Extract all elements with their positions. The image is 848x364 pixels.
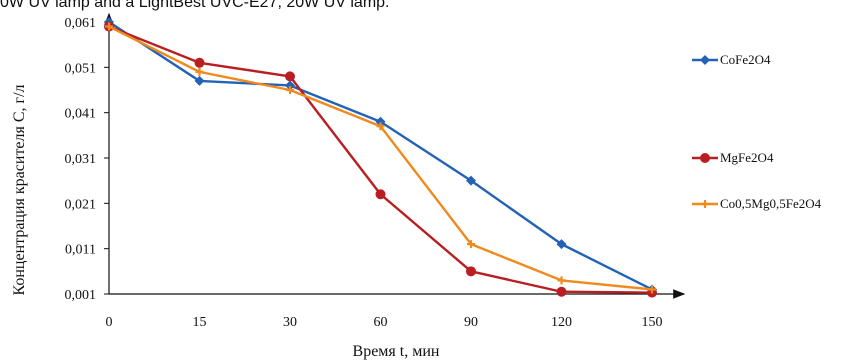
figure-caption: 0W UV lamp and a LightBest UVC-E27, 20W …: [0, 0, 390, 11]
legend-entry: CoFe2O4: [692, 52, 771, 67]
y-tick-label: 0,011: [65, 243, 96, 258]
legend-entry: Co0,5Mg0,5Fe2O4: [692, 196, 822, 211]
legend-label: CoFe2O4: [720, 52, 771, 67]
x-tick-label: 90: [464, 315, 478, 330]
y-tick-label: 0,041: [65, 107, 97, 122]
series-line: [108, 25, 653, 291]
series-line: [108, 20, 653, 291]
x-tick-label: 120: [551, 315, 572, 330]
y-tick-label: 0,031: [65, 152, 97, 167]
data-point: [466, 266, 476, 277]
data-point: [285, 80, 295, 91]
data-point: [648, 285, 656, 294]
data-point: [467, 240, 475, 249]
data-point: [556, 239, 567, 250]
x-tick-label: 60: [374, 315, 388, 330]
data-point: [701, 200, 709, 208]
x-tick-label: 150: [642, 315, 663, 330]
series-Co0,5Mg0,5Fe2O4: [105, 22, 656, 294]
data-point: [376, 122, 385, 131]
data-point: [285, 71, 295, 82]
data-point: [700, 153, 710, 163]
data-point: [194, 75, 205, 86]
data-point: [557, 276, 566, 285]
data-point: [556, 286, 567, 297]
x-tick-labels: 0 15 30 60 90 120 150: [106, 315, 663, 330]
x-tick-label: 15: [193, 315, 207, 330]
legend-entry: MgFe2O4: [692, 150, 774, 165]
y-tick-labels: 0,001 0,011 0,021 0,031 0,041 0,051 0,061: [65, 16, 109, 303]
data-point: [466, 175, 476, 186]
legend-label: MgFe2O4: [720, 150, 774, 165]
y-tick-label: 0,001: [65, 288, 97, 303]
legend: CoFe2O4 MgFe2O4 Co0,5Mg0,5Fe2O4: [692, 52, 822, 211]
data-point: [195, 67, 204, 76]
y-tick-label: 0,021: [65, 197, 97, 212]
y-tick-label: 0,051: [65, 61, 97, 76]
data-point: [105, 22, 113, 31]
legend-label: Co0,5Mg0,5Fe2O4: [720, 196, 822, 211]
data-point: [700, 55, 710, 65]
data-point: [375, 189, 386, 200]
data-point: [286, 86, 294, 94]
series-MgFe2O4: [104, 21, 657, 298]
x-tick-label: 0: [106, 315, 113, 330]
x-tick-label: 30: [283, 315, 297, 330]
data-point: [194, 57, 205, 68]
x-axis-label: Время t, мин: [353, 343, 440, 360]
y-axis-label: Концентрация красителя С, г/л: [11, 84, 28, 295]
series-layer: [104, 17, 657, 298]
y-tick-label: 0,061: [65, 16, 97, 31]
